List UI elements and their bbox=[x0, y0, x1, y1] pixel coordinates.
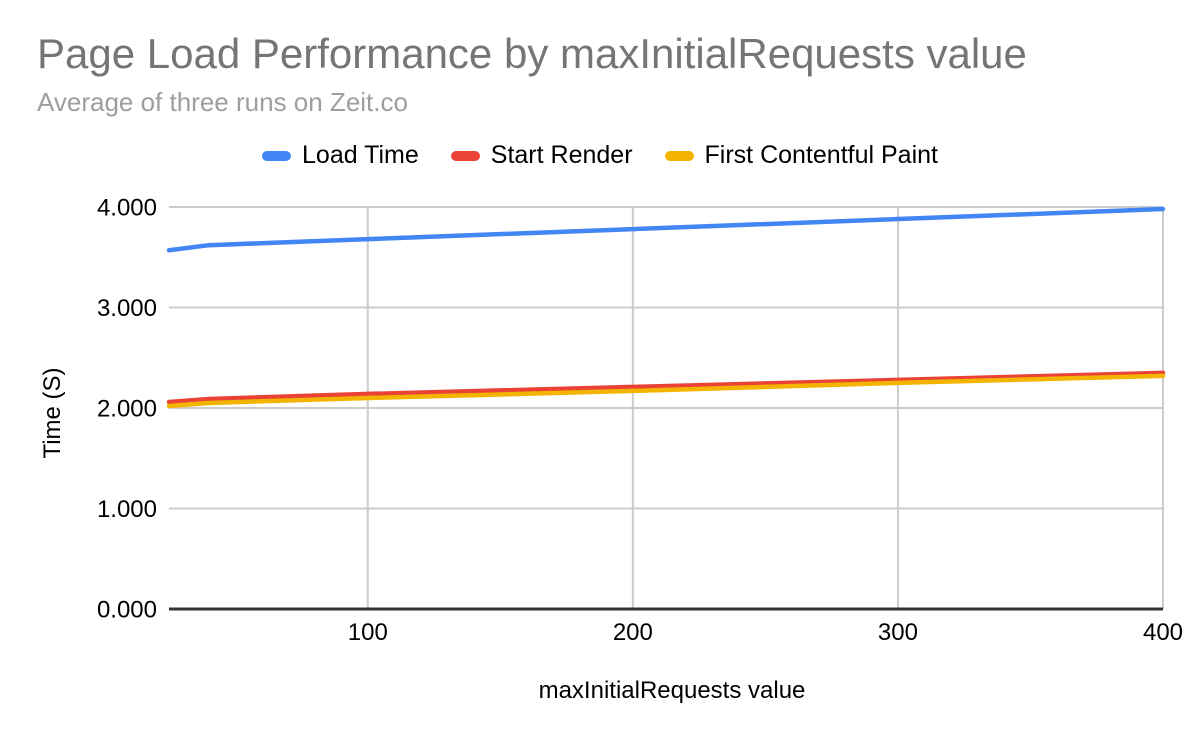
legend-label: Load Time bbox=[302, 141, 419, 169]
series-line-load-time bbox=[166, 206, 1166, 253]
legend-item-start-render: Start Render bbox=[450, 141, 633, 170]
y-tick-label: 3.000 bbox=[97, 295, 157, 322]
legend-item-load-time: Load Time bbox=[262, 141, 419, 170]
x-axis-title: maxInitialRequests value bbox=[538, 677, 806, 704]
y-axis-title: Time (S) bbox=[39, 367, 66, 459]
series-line-first-contentful-paint bbox=[166, 373, 1166, 409]
y-tick-label: 1.000 bbox=[97, 496, 157, 523]
legend-label: Start Render bbox=[490, 141, 633, 169]
x-tick-label: 100 bbox=[348, 619, 388, 646]
y-tick-label: 0.000 bbox=[97, 597, 157, 624]
start-render-swatch-icon bbox=[450, 150, 480, 161]
x-tick-label: 300 bbox=[878, 619, 918, 646]
chart-subtitle: Average of three runs on Zeit.co bbox=[37, 87, 408, 117]
first-contentful-paint-swatch-icon bbox=[664, 150, 694, 161]
x-tick-label: 200 bbox=[613, 619, 653, 646]
load-time-swatch-icon bbox=[262, 150, 292, 161]
series-line-start-render bbox=[166, 370, 1166, 405]
y-tick-label: 2.000 bbox=[97, 396, 157, 423]
chart-title: Page Load Performance by maxInitialReque… bbox=[37, 30, 1027, 77]
legend: Load Time Start Render First Contentful … bbox=[0, 141, 1200, 170]
x-tick-label: 400 bbox=[1143, 619, 1183, 646]
y-tick-label: 4.000 bbox=[97, 195, 157, 222]
legend-item-first-contentful-paint: First Contentful Paint bbox=[664, 141, 938, 170]
legend-label: First Contentful Paint bbox=[704, 141, 938, 169]
